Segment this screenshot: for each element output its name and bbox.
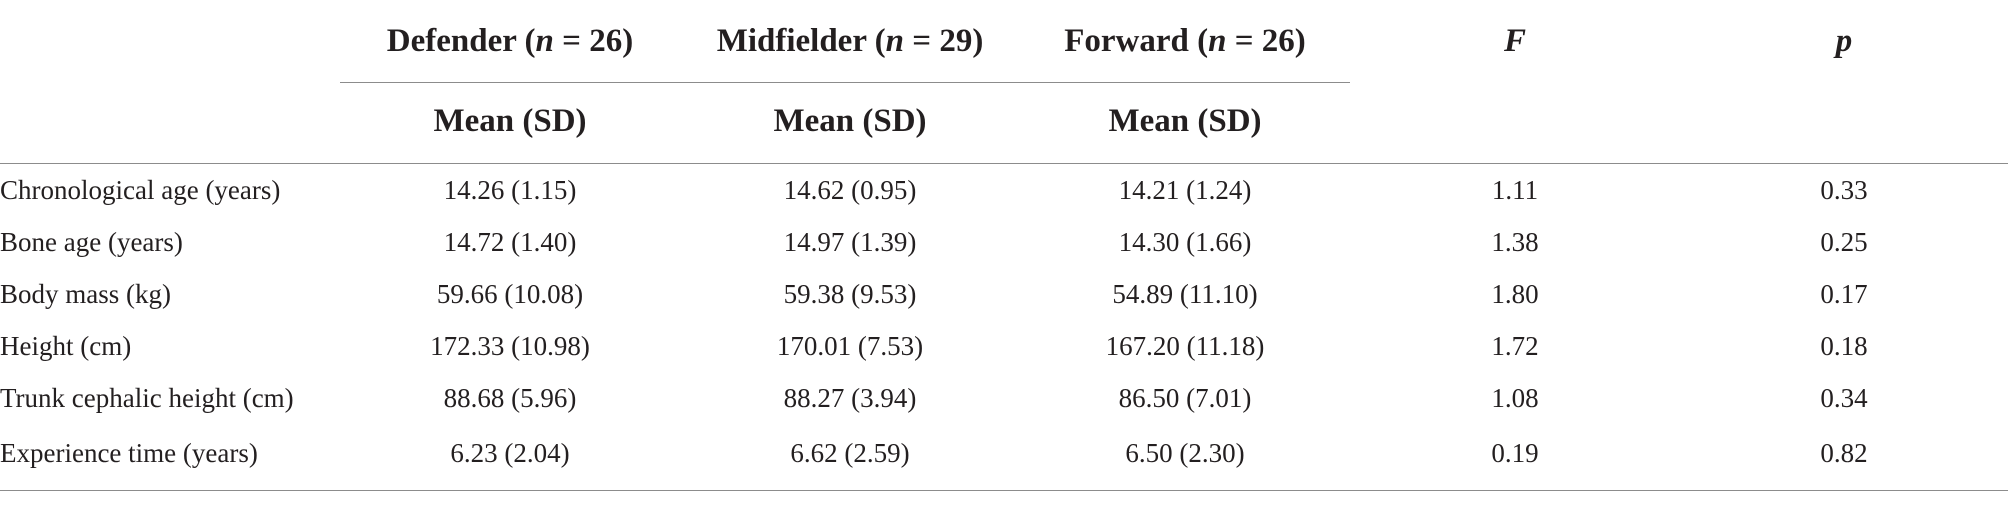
group-name: Midfielder [716,22,867,59]
group-n-label: n [535,22,554,59]
p-value: 0.17 [1820,278,1868,309]
midfielder-value: 14.62 (0.95) [783,174,917,205]
midfielder-value: 88.27 (3.94) [783,382,917,413]
group-n-label: n [1208,22,1227,59]
forward-value: 14.21 (1.24) [1118,174,1252,205]
defender-value: 88.68 (5.96) [443,382,577,413]
header-forward: Forward (n = 26) [1020,0,1350,83]
defender-value: 59.66 (10.08) [436,278,584,309]
header-empty-cell [0,82,340,164]
f-value: 1.38 [1491,226,1539,257]
table-body: Chronological age (years) 14.26 (1.15) 1… [0,164,2008,491]
p-value: 0.33 [1820,174,1868,205]
group-n-label: n [885,22,904,59]
defender-value: 6.23 (2.04) [340,424,680,491]
subheader-forward: Mean (SD) [1020,82,1350,164]
descriptive-statistics-table: Defender (n = 26) Midfielder (n = 29) Fo… [0,0,2008,491]
defender-value: 172.33 (10.98) [430,330,590,361]
table-row: Chronological age (years) 14.26 (1.15) 1… [0,164,2008,217]
header-empty-cell [1350,82,1680,164]
group-name: Forward [1064,22,1189,59]
p-value: 0.18 [1820,330,1868,361]
row-label: Trunk cephalic height (cm) [0,382,294,413]
header-row-groups: Defender (n = 26) Midfielder (n = 29) Fo… [0,0,2008,83]
table-row: Bone age (years) 14.72 (1.40) 14.97 (1.3… [0,216,2008,268]
p-value: 0.34 [1820,382,1868,413]
subheader-defender: Mean (SD) [340,82,680,164]
group-name: Defender [386,22,517,59]
f-value: 0.19 [1350,424,1680,491]
forward-value: 14.30 (1.66) [1118,226,1252,257]
p-value: 0.82 [1680,424,2008,491]
p-value: 0.25 [1820,226,1868,257]
row-label: Body mass (kg) [0,278,171,309]
group-n-value: 26 [1261,22,1295,59]
header-f-statistic: F [1503,22,1526,59]
f-value: 1.72 [1491,330,1539,361]
row-label: Bone age (years) [0,226,183,257]
forward-value: 6.50 (2.30) [1020,424,1350,491]
header-row-subheaders: Mean (SD) Mean (SD) Mean (SD) [0,82,2008,164]
header-defender: Defender (n = 26) [340,0,680,83]
row-label: Experience time (years) [0,424,340,491]
midfielder-value: 6.62 (2.59) [680,424,1020,491]
table-row: Trunk cephalic height (cm) 88.68 (5.96) … [0,372,2008,424]
header-empty-cell [0,0,340,83]
table-row: Height (cm) 172.33 (10.98) 170.01 (7.53)… [0,320,2008,372]
header-empty-cell [1680,82,2008,164]
defender-value: 14.72 (1.40) [443,226,577,257]
row-label: Chronological age (years) [0,174,281,205]
table-header: Defender (n = 26) Midfielder (n = 29) Fo… [0,0,2008,164]
f-value: 1.11 [1491,174,1539,205]
group-n-value: 29 [939,22,973,59]
midfielder-value: 59.38 (9.53) [783,278,917,309]
forward-value: 54.89 (11.10) [1112,278,1258,309]
group-n-value: 26 [589,22,623,59]
header-p-value: p [1835,22,1853,59]
table-row: Body mass (kg) 59.66 (10.08) 59.38 (9.53… [0,268,2008,320]
forward-value: 86.50 (7.01) [1118,382,1252,413]
defender-value: 14.26 (1.15) [443,174,577,205]
table-row: Experience time (years) 6.23 (2.04) 6.62… [0,424,2008,491]
forward-value: 167.20 (11.18) [1105,330,1265,361]
midfielder-value: 170.01 (7.53) [776,330,924,361]
f-value: 1.08 [1491,382,1539,413]
midfielder-value: 14.97 (1.39) [783,226,917,257]
f-value: 1.80 [1491,278,1539,309]
header-midfielder: Midfielder (n = 29) [680,0,1020,83]
subheader-midfielder: Mean (SD) [680,82,1020,164]
row-label: Height (cm) [0,330,132,361]
